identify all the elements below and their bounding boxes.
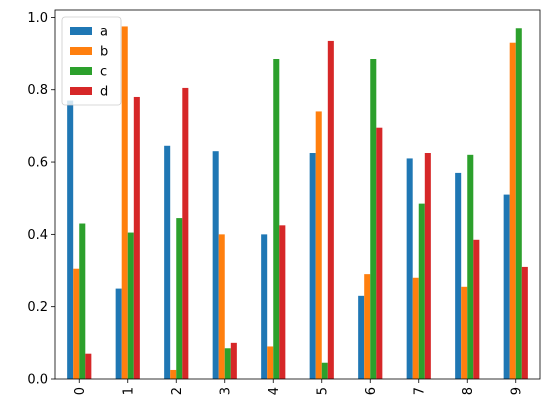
- bar-c-9: [515, 28, 522, 379]
- bar-b-8: [461, 286, 468, 379]
- x-tick-label: 9: [509, 387, 524, 395]
- x-tick-label: 6: [364, 387, 379, 395]
- legend-swatch-d: [70, 87, 92, 95]
- legend-swatch-c: [70, 67, 92, 75]
- x-tick-label: 3: [218, 387, 233, 395]
- bar-a-0: [67, 100, 74, 379]
- bars-group: [67, 26, 528, 380]
- bar-b-3: [218, 234, 225, 379]
- bar-a-8: [455, 172, 462, 379]
- bar-b-9: [509, 42, 516, 379]
- bar-d-9: [521, 266, 528, 379]
- bar-a-6: [358, 295, 365, 379]
- y-tick-label: 0.6: [27, 156, 48, 171]
- bar-a-4: [261, 234, 268, 379]
- x-tick-label: 8: [461, 387, 476, 395]
- bar-c-4: [273, 59, 280, 379]
- bar-c-0: [79, 223, 86, 379]
- bar-d-3: [230, 342, 237, 379]
- bar-d-4: [279, 225, 286, 379]
- legend-label-a: a: [100, 25, 108, 40]
- bar-a-3: [212, 151, 219, 379]
- legend-swatch-b: [70, 47, 92, 55]
- bar-c-7: [418, 203, 425, 379]
- bar-d-0: [85, 353, 92, 379]
- plot-frame: [54, 9, 541, 380]
- bar-d-2: [182, 87, 189, 380]
- legend-label-c: c: [100, 65, 107, 80]
- bar-b-5: [315, 111, 322, 380]
- x-tick-label: 7: [412, 387, 427, 395]
- bar-d-6: [376, 127, 383, 379]
- bar-a-7: [406, 158, 413, 379]
- bar-d-7: [424, 153, 431, 379]
- bar-b-4: [267, 346, 274, 379]
- bar-b-0: [73, 268, 80, 379]
- bar-d-5: [327, 40, 334, 380]
- bar-c-5: [321, 362, 328, 379]
- y-tick-label: 0.2: [27, 300, 48, 315]
- bar-b-7: [412, 277, 419, 379]
- x-tick-label: 4: [267, 387, 282, 395]
- y-tick-label: 0.8: [27, 83, 48, 98]
- y-tick-label: 1.0: [27, 11, 48, 26]
- bar-b-6: [364, 274, 371, 379]
- legend-label-d: d: [100, 85, 108, 100]
- x-tick-label: 1: [121, 387, 136, 395]
- bar-b-2: [170, 369, 177, 379]
- axes-group: 0.0 0.2 0.4 0.6 0.8 1.0 0 1 2 3 4 5 6 7 8 9: [27, 9, 541, 395]
- bar-a-5: [309, 153, 316, 379]
- bar-c-3: [224, 348, 231, 379]
- x-tick-label: 0: [73, 387, 88, 395]
- bar-c-2: [176, 218, 183, 379]
- bar-a-1: [115, 288, 122, 379]
- bar-c-1: [127, 232, 134, 379]
- legend-box: [61, 16, 122, 106]
- x-tick-label: 5: [315, 387, 330, 395]
- bar-c-6: [370, 59, 377, 379]
- bar-d-8: [473, 239, 480, 379]
- x-tick-label: 2: [170, 387, 185, 395]
- legend-swatch-a: [70, 27, 92, 35]
- bar-c-8: [467, 154, 474, 379]
- y-tick-label: 0.0: [27, 373, 48, 388]
- bar-a-9: [503, 194, 510, 379]
- bar-a-2: [164, 145, 171, 379]
- bar-b-1: [121, 26, 128, 379]
- bar-d-1: [133, 96, 140, 380]
- y-tick-label: 0.4: [27, 228, 48, 243]
- legend-label-b: b: [100, 45, 108, 60]
